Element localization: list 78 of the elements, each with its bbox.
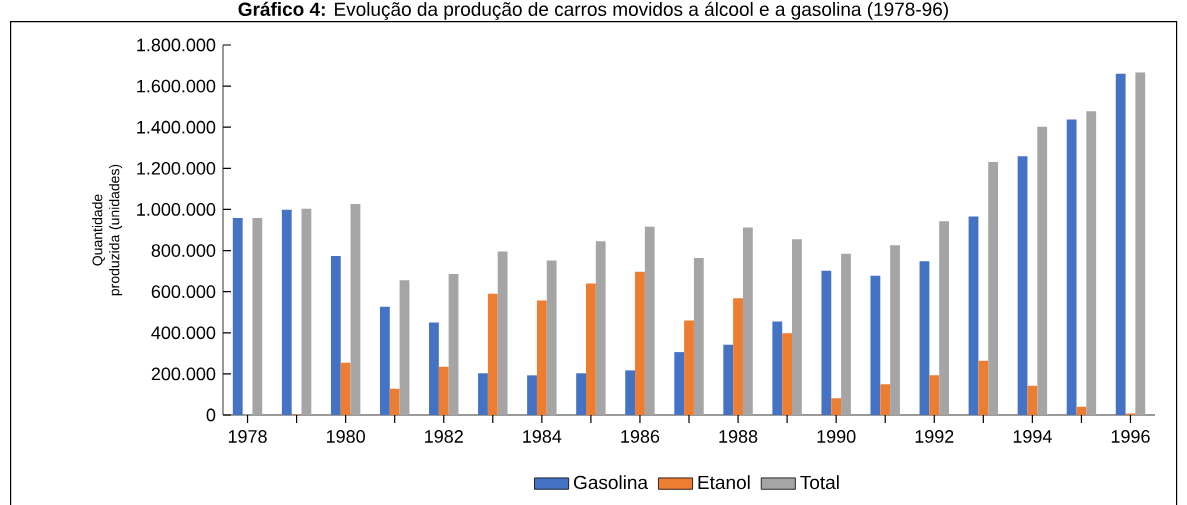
bar [968,216,979,415]
y-tick-label: 200.000 [151,367,216,381]
bar [831,398,842,415]
bar [546,260,557,415]
bar [1017,156,1028,415]
bar [684,320,694,415]
bar [1027,385,1038,415]
bar [478,373,488,415]
x-tick-label: 1988 [719,430,758,443]
bar [723,344,734,415]
y-tick-label: 1.600.000 [137,79,216,93]
y-tick-label: 1.000.000 [137,203,216,216]
bar [301,208,312,415]
bar [438,366,449,415]
bar [880,384,891,415]
bar [586,283,596,415]
bar [733,298,743,415]
bar [693,257,704,415]
bar [527,375,537,415]
bar [1066,119,1077,415]
bar [841,253,851,415]
y-tick-label: 400.000 [151,326,216,340]
y-tick-label: 1.400.000 [137,120,216,134]
bar [330,256,341,415]
legend-label: Etanol [698,475,750,490]
x-tick-label: 1994 [1013,430,1052,443]
bar [389,388,400,415]
x-tick-label: 1982 [425,430,463,443]
y-tick-label: 1.200.000 [137,161,216,175]
bar [919,261,930,415]
bar [772,321,783,415]
bar [576,373,586,415]
bar [870,275,881,415]
bar [350,204,361,415]
bar [340,362,351,415]
bar [399,280,410,415]
bar [232,218,243,415]
bar [487,293,498,415]
y-tick-label: 800.000 [151,244,216,257]
bar [890,245,900,415]
y-tick-label: 600.000 [151,285,216,299]
bar [782,333,793,415]
chart-title: Gráfico 4: Evolução da produção de carros movidos a álcool e a gasolina (1978-96) [238,1,948,20]
bar [625,370,636,415]
legend-label: Gasolina [573,475,649,490]
bar [644,226,655,415]
bar [939,221,949,415]
y-tick-label: 1.800.000 [137,38,216,52]
y-axis-title: Quantidade produzida (unidades) [92,164,123,296]
y-tick-label: 0 [206,408,216,422]
x-tick-label: 1978 [228,430,267,443]
legend-label: Total [800,475,839,490]
x-tick-label: 1986 [621,430,660,443]
bar [1135,72,1146,415]
x-tick-label: 1980 [327,430,365,443]
bar [635,271,645,415]
bar [1037,126,1048,415]
bar [742,227,753,415]
bar [1086,111,1097,415]
bar [497,251,508,415]
bar [448,273,459,415]
bar [929,375,940,415]
bar [1115,73,1126,415]
x-tick-label: 1990 [817,430,856,443]
x-tick-label: 1996 [1111,430,1150,443]
bar [252,218,263,415]
bar [536,300,547,415]
bar [978,360,989,415]
bar [595,241,606,415]
x-tick-label: 1992 [915,430,954,443]
bar [379,306,390,415]
bar [821,270,832,415]
x-tick-label: 1984 [523,430,562,443]
bar [429,322,439,415]
bar [792,239,802,415]
bar [281,209,292,415]
bar [988,161,999,415]
bar [674,352,685,415]
